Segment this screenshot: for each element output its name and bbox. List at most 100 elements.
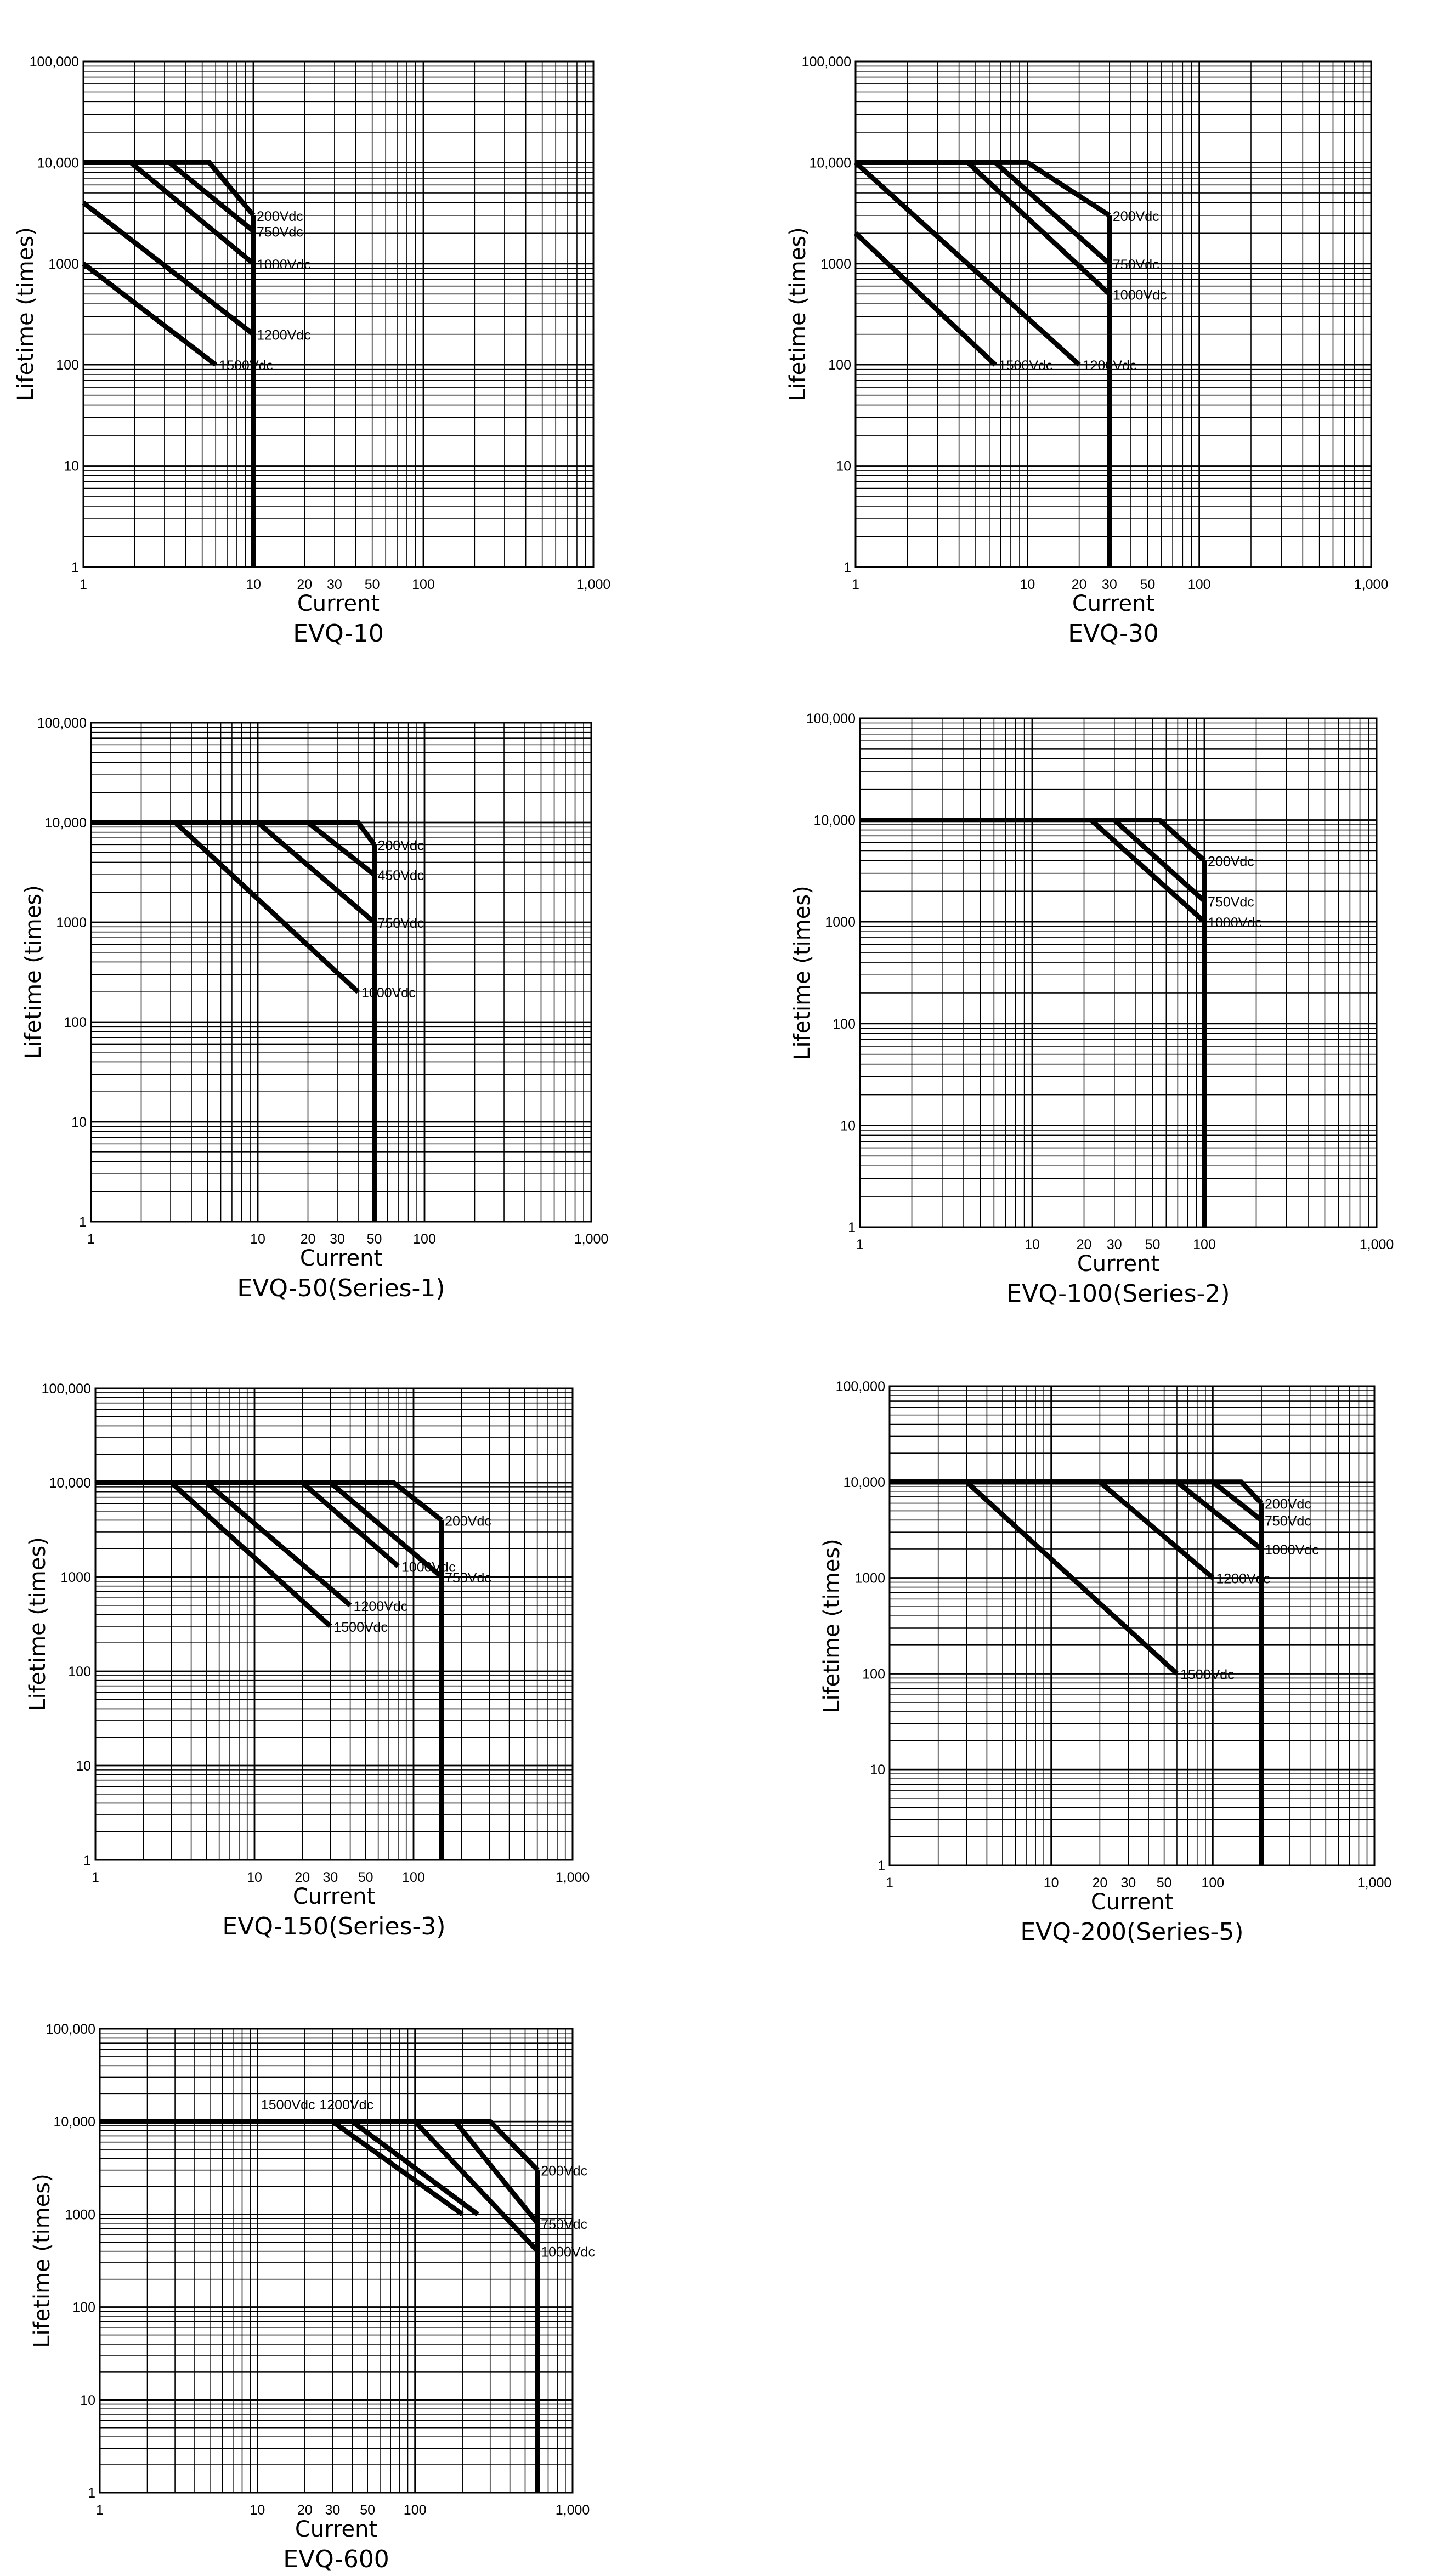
y-tick-label: 10 [870,1762,885,1778]
series-label-1000vdc: 1000Vdc [257,257,311,273]
y-tick-label: 1 [88,2486,95,2501]
series-label-750vdc: 750Vdc [445,1570,491,1586]
series-label-1200vdc: 1200Vdc [354,1599,408,1614]
x-tick-label: 100 [1201,1875,1224,1891]
x-tick-label: 1 [856,1237,864,1252]
x-tick-label: 20 [297,577,312,592]
series-line-200vdc [95,1480,443,1522]
series-label-200vdc: 200Vdc [1208,854,1254,869]
chart-title: EVQ-600 [283,2545,389,2573]
x-axis-title: Current [300,1246,382,1271]
y-tick-label: 10 [840,1118,856,1133]
chart-panel: 1 10 20 30 50 100 1,000 1 10 100 1000 10,000 100,000… [25,1381,590,1940]
x-tick-label: 1 [96,2503,104,2518]
series-label-200vdc: 200Vdc [541,2164,587,2179]
y-tick-label: 1 [83,1853,91,1868]
series-line-1000vdc [856,160,1111,296]
series-line-1200vdc [82,201,255,337]
x-tick-label: 50 [1145,1237,1161,1252]
series-line-1200vdc [95,1480,352,1608]
y-tick-label: 10 [836,459,851,474]
y-tick-label: 1000 [854,1571,885,1586]
y-tick-label: 10,000 [54,2114,95,2130]
chart-panel: 1 10 20 30 50 100 1,000 1 10 100 1000 10,000 100,000… [785,54,1388,648]
series-label-1200vdc: 1200Vdc [319,2097,373,2113]
series-line-1500vdc [100,2119,464,2217]
y-axis-title: Lifetime (times) [785,227,811,401]
chart-panel: 1 10 20 30 50 100 1,000 1 10 100 1000 10,000 100,000… [21,716,608,1302]
series-line-1500vdc [82,262,217,367]
series-label-1500vdc: 1500Vdc [333,1620,388,1635]
x-tick-label: 1 [886,1875,893,1891]
y-tick-label: 100 [833,1017,856,1032]
series-label-1200vdc: 1200Vdc [1083,358,1137,373]
chart-title: EVQ-150(Series-3) [222,1913,445,1940]
x-tick-label: 30 [322,1870,338,1885]
y-tick-label: 1 [71,560,79,575]
plot-frame [888,1385,1376,1866]
chart-title: EVQ-50(Series-1) [237,1274,445,1302]
series-label-1200vdc: 1200Vdc [1216,1571,1270,1587]
x-axis-title: Current [1091,1890,1173,1915]
y-tick-label: 100,000 [806,711,856,727]
series-line-1500vdc [890,1479,1179,1676]
series-line-1200vdc [100,2119,479,2217]
plot-frame [90,722,592,1223]
series-label-750vdc: 750Vdc [1208,894,1254,910]
y-tick-label: 1 [844,560,851,575]
x-tick-label: 30 [330,1232,345,1247]
series-label-200vdc: 200Vdc [1113,209,1159,224]
chart-panel: 1 10 20 30 50 100 1,000 1 10 100 1000 10,000 100,000… [13,54,610,648]
x-tick-label: 30 [325,2503,341,2518]
x-tick-label: 30 [327,577,342,592]
series-line-450vdc [91,820,376,877]
x-tick-label: 50 [360,2503,375,2518]
x-tick-label: 20 [295,1870,310,1885]
x-tick-label: 30 [1107,1237,1122,1252]
series-label-200vdc: 200Vdc [445,1513,491,1529]
y-tick-label: 1000 [56,915,87,930]
x-tick-label: 50 [358,1870,373,1885]
series-line-1000vdc [83,160,255,266]
x-tick-label: 50 [1157,1875,1172,1891]
x-tick-label: 10 [247,1870,262,1885]
x-tick-label: 100 [413,1232,436,1247]
series-label-1000vdc: 1000Vdc [361,985,416,1001]
y-tick-label: 100 [828,358,851,373]
y-tick-label: 100 [68,1664,91,1679]
y-tick-label: 10 [71,1115,87,1130]
series-label-200vdc: 200Vdc [257,209,303,224]
plot-frame [854,60,1372,568]
y-tick-label: 1000 [48,257,79,272]
y-tick-label: 10 [80,2393,95,2408]
x-axis-title: Current [1072,591,1154,616]
series-label-1500vdc: 1500Vdc [1180,1667,1235,1682]
y-axis-title: Lifetime (times) [25,1537,50,1711]
grid-lines [888,1385,1376,1866]
series-label-1200vdc: 1200Vdc [257,328,311,343]
series-label-1000vdc: 1000Vdc [1265,1542,1319,1558]
x-tick-label: 1,000 [1360,1237,1394,1252]
series-line-750vdc [95,1480,444,1579]
grid-lines [82,60,595,568]
x-tick-label: 20 [297,2503,313,2518]
y-tick-label: 100 [56,358,79,373]
x-tick-label: 10 [1025,1237,1040,1252]
y-tick-label: 10,000 [814,813,856,829]
y-tick-label: 100,000 [802,54,851,70]
series-label-750vdc: 750Vdc [1265,1513,1311,1529]
grid-lines [854,60,1372,568]
y-axis-title: Lifetime (times) [13,227,38,401]
y-tick-label: 10,000 [844,1475,885,1490]
series-label-1000vdc: 1000Vdc [1208,915,1262,930]
y-tick-label: 10,000 [37,155,79,171]
series-line-1000vdc [91,820,360,994]
chart-panel: 1 10 20 30 50 100 1,000 1 10 100 1000 10,000 100,000… [30,2022,595,2573]
series-label-1000vdc: 1000Vdc [401,1559,456,1575]
y-tick-label: 100 [862,1666,885,1682]
y-tick-label: 100 [64,1015,87,1030]
x-axis-title: Current [297,591,380,616]
y-tick-label: 1000 [65,2207,95,2222]
series-line-1500vdc [853,231,997,367]
x-tick-label: 10 [250,1232,265,1247]
